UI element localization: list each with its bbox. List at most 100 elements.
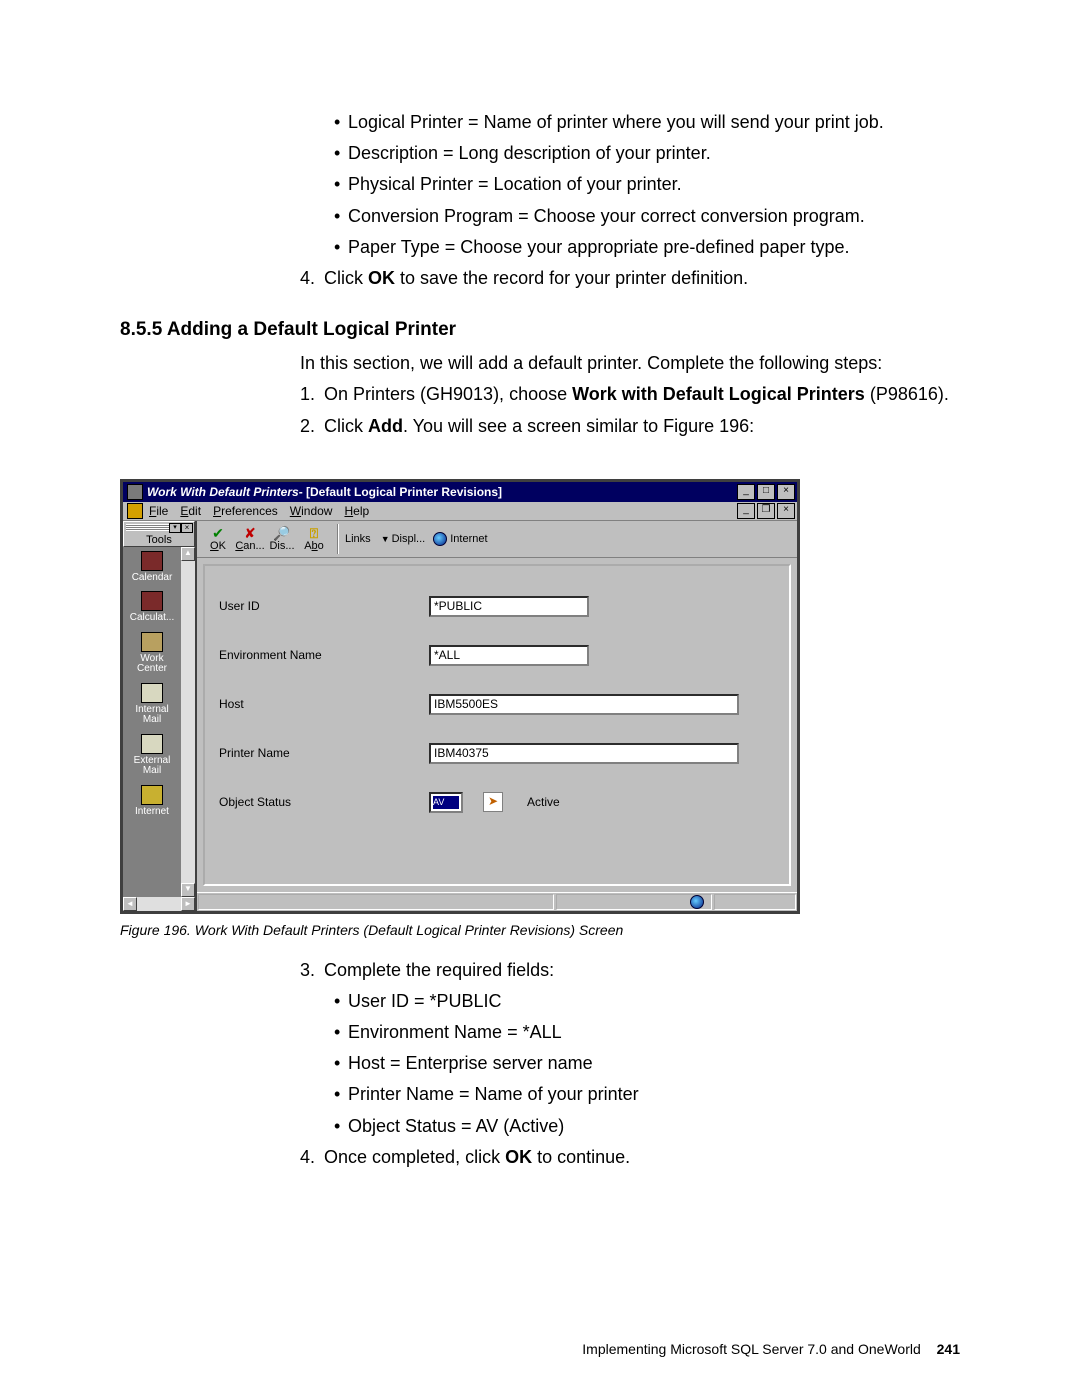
label-userid: User ID <box>219 599 429 613</box>
menu-window[interactable]: Window <box>290 504 333 518</box>
display-button[interactable]: 🔎 Dis... <box>267 526 297 552</box>
intro: In this section, we will add a default p… <box>300 351 960 376</box>
sidebar-item[interactable]: ExternalMail <box>123 734 181 777</box>
sidebar-item-label: InternalMail <box>123 705 181 726</box>
input-env[interactable]: *ALL <box>429 645 589 666</box>
sidebar-item[interactable]: Internet <box>123 785 181 818</box>
doc-minimize-button[interactable]: _ <box>737 503 755 519</box>
t: Once completed, click <box>324 1147 505 1167</box>
tools-dropdown-icon[interactable]: ▾ <box>169 523 181 533</box>
x-icon: ✘ <box>235 526 265 540</box>
chevron-down-icon: ▼ <box>381 534 390 544</box>
sidebar-horizontal-scrollbar[interactable]: ◄ ► <box>123 897 195 911</box>
t: Environment Name = *ALL <box>348 1022 562 1042</box>
globe-icon <box>433 532 447 546</box>
label-status: Object Status <box>219 795 429 809</box>
app-icon <box>127 484 143 500</box>
minimize-button[interactable]: _ <box>737 484 755 500</box>
t: (P98616). <box>865 384 949 404</box>
flashlight-icon[interactable]: ➤ <box>483 792 503 812</box>
scroll-down-icon[interactable]: ▼ <box>181 883 195 897</box>
form-area: User ID *PUBLIC Environment Name *ALL Ho… <box>203 564 791 886</box>
internet-link[interactable]: Internet <box>433 532 487 546</box>
binoculars-icon: 🔎 <box>267 526 297 540</box>
menu-preferences[interactable]: Preferences <box>213 504 278 518</box>
statusbar-cell <box>198 894 554 910</box>
sidebar-item[interactable]: WorkCenter <box>123 632 181 675</box>
sidebar-item[interactable]: InternalMail <box>123 683 181 726</box>
close-button[interactable]: × <box>777 484 795 500</box>
doc-icon <box>127 503 143 519</box>
t: Printer Name = Name of your printer <box>348 1084 639 1104</box>
menu-file[interactable]: File <box>149 504 168 518</box>
cancel-button[interactable]: ✘ Can... <box>235 526 265 552</box>
step-4b: 4.Once completed, click OK to continue. <box>300 1145 960 1170</box>
label-printer: Printer Name <box>219 746 429 760</box>
scroll-right-icon[interactable]: ► <box>181 897 195 911</box>
internet-label: Internet <box>450 533 487 545</box>
num: 4. <box>300 1145 324 1170</box>
t: Host = Enterprise server name <box>348 1053 593 1073</box>
input-userid[interactable]: *PUBLIC <box>429 596 589 617</box>
bullet-item: •Environment Name = *ALL <box>334 1020 960 1045</box>
input-status-code[interactable]: AV <box>429 792 463 813</box>
menu-edit[interactable]: Edit <box>180 504 201 518</box>
t: . You will see a screen similar to Figur… <box>403 416 754 436</box>
bullet-item: •Conversion Program = Choose your correc… <box>334 204 960 229</box>
page-footer: Implementing Microsoft SQL Server 7.0 an… <box>582 1341 960 1357</box>
bullet-item: •Logical Printer = Name of printer where… <box>334 110 960 135</box>
bullet-item: •User ID = *PUBLIC <box>334 989 960 1014</box>
title-text-1: Work With Default Printers <box>147 485 299 499</box>
label-env: Environment Name <box>219 648 429 662</box>
bullet-item: •Host = Enterprise server name <box>334 1051 960 1076</box>
input-host[interactable]: IBM5500ES <box>429 694 739 715</box>
text: Physical Printer = Location of your prin… <box>348 174 682 194</box>
displ-dropdown[interactable]: ▼ Displ... <box>379 533 426 545</box>
sidebar-item-icon <box>141 683 163 703</box>
sidebar-item[interactable]: Calculat... <box>123 591 181 624</box>
sidebar-vertical-scrollbar[interactable]: ▲ ▼ <box>181 547 195 897</box>
sidebar-list: Calendar Calculat... WorkCenter InternalMai… <box>123 547 181 897</box>
step-3: 3.Complete the required fields: <box>300 958 960 983</box>
scroll-left-icon[interactable]: ◄ <box>123 897 137 911</box>
t: Click <box>324 416 368 436</box>
menu-help[interactable]: Help <box>344 504 369 518</box>
doc-close-button[interactable]: × <box>777 503 795 519</box>
t: User ID = *PUBLIC <box>348 991 502 1011</box>
step-1: 1.On Printers (GH9013), choose Work with… <box>300 382 960 407</box>
scroll-up-icon[interactable]: ▲ <box>181 547 195 561</box>
about-button[interactable]: ⍰ Abo <box>299 526 329 552</box>
statusbar <box>197 892 797 911</box>
step-2: 2.Click Add. You will see a screen simil… <box>300 414 960 439</box>
sidebar-item-icon <box>141 551 163 571</box>
t: OK <box>505 1147 532 1167</box>
sidebar-item-label: WorkCenter <box>123 654 181 675</box>
client-area: ▾ × Tools CalendarCalculat...WorkCenterI… <box>123 521 797 911</box>
menubar: File Edit Preferences Window Help _ ❐ × <box>123 502 797 521</box>
statusbar-cell <box>556 894 712 910</box>
t: OK <box>368 268 395 288</box>
tools-close-icon[interactable]: × <box>181 523 193 533</box>
maximize-button[interactable]: □ <box>757 484 775 500</box>
globe-icon <box>690 895 704 909</box>
main-panel: ✔ OK ✘ Can... 🔎 Dis... ⍰ Abo <box>195 521 797 911</box>
sidebar-item[interactable]: Calendar <box>123 551 181 584</box>
text: Conversion Program = Choose your correct… <box>348 206 865 226</box>
num: 4. <box>300 266 324 291</box>
page-number: 241 <box>937 1341 960 1357</box>
bullet-item: •Physical Printer = Location of your pri… <box>334 172 960 197</box>
num: 3. <box>300 958 324 983</box>
bullet-item: •Paper Type = Choose your appropriate pr… <box>334 235 960 260</box>
footer-text: Implementing Microsoft SQL Server 7.0 an… <box>582 1341 920 1357</box>
text: Paper Type = Choose your appropriate pre… <box>348 237 850 257</box>
input-printer[interactable]: IBM40375 <box>429 743 739 764</box>
ok-button[interactable]: ✔ OK <box>203 526 233 552</box>
section-heading: 8.5.5 Adding a Default Logical Printer <box>120 319 960 341</box>
sidebar-item-label: ExternalMail <box>123 756 181 777</box>
t: Work with Default Logical Printers <box>572 384 865 404</box>
t: to save the record for your printer defi… <box>395 268 748 288</box>
toolbar-separator <box>337 524 339 554</box>
doc-restore-button[interactable]: ❐ <box>757 503 775 519</box>
t: Complete the required fields: <box>324 960 554 980</box>
bullet-item: •Object Status = AV (Active) <box>334 1114 960 1139</box>
